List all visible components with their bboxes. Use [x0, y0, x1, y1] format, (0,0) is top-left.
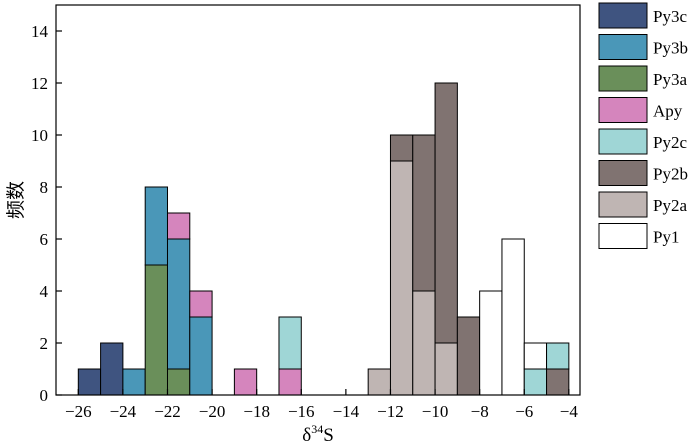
bar-py2b-bin-m11	[412, 134, 436, 292]
y-axis-title: 频数	[5, 181, 27, 219]
legend-swatch-py2a	[598, 191, 648, 218]
x-axis-title-sup: 34	[311, 422, 323, 436]
x-tick-label: −20	[199, 402, 226, 421]
bar-apy-bin-m21	[189, 290, 213, 318]
legend-swatch-apy	[598, 97, 648, 123]
bar-py2c-bin-m17	[278, 316, 302, 370]
legend-swatch-py3b	[598, 34, 648, 60]
legend-label-py2a: Py2a	[653, 196, 687, 215]
bar-apy-bin-m17	[278, 368, 302, 396]
bar-py2a-bin-m11	[412, 290, 436, 396]
bar-py2b-bin-m10	[434, 82, 458, 344]
x-axis-title: δ34S	[302, 422, 334, 446]
bar-py2a-bin-m13	[367, 368, 391, 396]
bars-group	[77, 82, 570, 396]
y-tick-label: 6	[40, 230, 49, 249]
legend-swatch-py1	[598, 223, 648, 249]
x-tick-label: −26	[65, 402, 92, 421]
y-tick-label: 10	[31, 126, 48, 145]
legend-label-py3b: Py3b	[653, 39, 688, 58]
y-tick-label: 2	[40, 334, 49, 353]
legend-swatch-py2c	[598, 128, 648, 155]
bar-py2c-bin-m5	[546, 342, 570, 370]
bar-py2a-bin-m12	[389, 160, 414, 396]
bar-py2b-bin-m12	[389, 134, 414, 162]
legend-label-py1: Py1	[653, 228, 679, 247]
ticks-group: −26 −24 −22 −20 −18 −16 −14 −12 −10 −8 −6 −4 0 2 4 6 8 10…	[31, 22, 578, 421]
x-tick-label: −6	[515, 402, 533, 421]
bar-py1-bin-m7	[501, 238, 525, 396]
legend-label-py2c: Py2c	[653, 133, 687, 152]
y-tick-label: 0	[40, 386, 49, 405]
bar-py3c-bin-m25	[100, 342, 124, 396]
x-tick-label: −8	[471, 402, 489, 421]
bar-py3b-bin-m22	[166, 238, 191, 370]
x-tick-label: −24	[110, 402, 137, 421]
bar-py3a-bin-m22	[166, 368, 191, 396]
x-tick-label: −4	[560, 402, 579, 421]
legend-swatch-py3c	[598, 2, 648, 29]
x-tick-label: −22	[154, 402, 181, 421]
legend: Py3c Py3b Py3a Apy Py2c Py2b Py2a Py1	[598, 2, 688, 249]
bar-py3c-bin-m26	[77, 368, 102, 396]
legend-swatch-py2b	[598, 160, 648, 186]
bar-py3b-bin-m23	[144, 186, 168, 266]
x-tick-label: −10	[422, 402, 449, 421]
legend-label-py2b: Py2b	[653, 165, 688, 184]
x-tick-label: −18	[243, 402, 270, 421]
legend-label-apy: Apy	[653, 102, 683, 121]
x-axis-title-delta: δ	[302, 425, 311, 446]
bar-py3b-bin-m24	[122, 368, 146, 396]
legend-label-py3a: Py3a	[653, 70, 687, 89]
legend-label-py3c: Py3c	[653, 7, 687, 26]
bar-py1-bin-m6	[523, 342, 548, 370]
bar-py2a-bin-m10	[434, 342, 458, 396]
y-tick-label: 8	[40, 178, 49, 197]
x-tick-label: −16	[288, 402, 315, 421]
y-tick-label: 14	[31, 22, 49, 41]
bar-apy-bin-m19	[233, 368, 258, 396]
bar-py2c-bin-m6	[523, 368, 548, 396]
x-tick-label: −12	[377, 402, 404, 421]
y-tick-label: 12	[31, 74, 48, 93]
bar-apy-bin-m22	[166, 212, 191, 240]
bar-py3a-bin-m23	[144, 264, 168, 396]
bar-py2b-bin-m9	[456, 316, 481, 396]
x-tick-label: −14	[333, 402, 360, 421]
plot-frame	[55, 4, 581, 396]
x-axis-title-suffix: S	[323, 425, 334, 446]
legend-swatch-py3a	[598, 65, 648, 92]
y-tick-label: 4	[40, 282, 49, 301]
bar-py3b-bin-m21	[189, 316, 213, 396]
bar-py1-bin-m8	[479, 290, 503, 396]
bar-py2b-bin-m5	[546, 368, 570, 396]
